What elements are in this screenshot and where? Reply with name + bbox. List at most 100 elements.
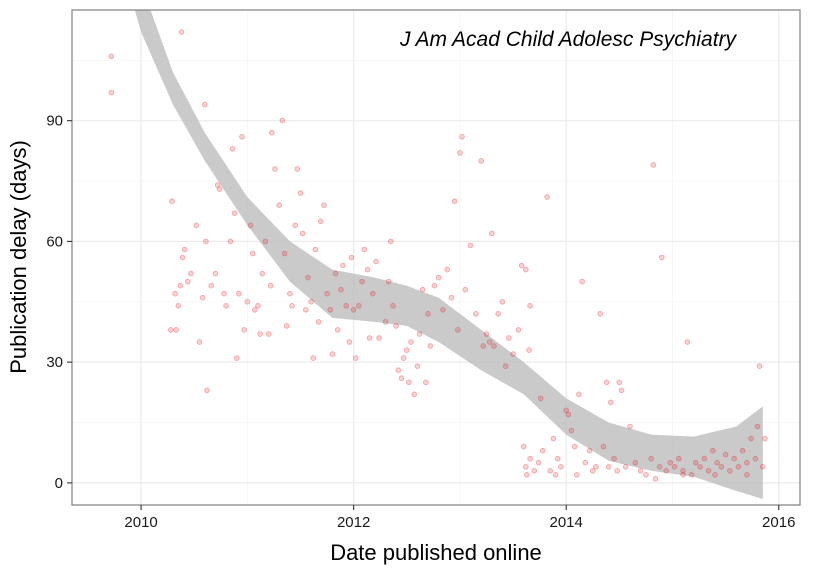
data-point [632,459,639,466]
data-point [579,278,585,285]
data-point [526,347,532,353]
x-axis-title: Date published online [330,540,542,565]
data-point [231,210,238,217]
data-points [108,29,768,482]
data-point [663,467,669,474]
data-point [486,339,493,345]
data-point [522,463,529,470]
data-point [221,290,227,297]
data-point [593,463,599,470]
data-point [321,202,327,209]
data-point [178,29,185,35]
data-point [204,387,210,394]
data-point [247,222,254,229]
data-point [744,471,750,478]
data-point [675,455,682,462]
data-point [411,391,418,398]
data-point [735,463,742,470]
data-point [308,298,314,305]
data-point [297,190,304,196]
data-point [172,290,178,297]
data-point [108,53,115,60]
data-point [565,411,572,418]
data-point [650,162,657,168]
data-point [637,467,644,474]
data-point [539,447,546,454]
data-point [658,254,665,261]
data-point [435,274,442,281]
data-point [697,463,703,470]
panel-border [71,9,801,506]
data-point [208,282,215,289]
data-point [563,407,569,414]
data-point [478,158,485,164]
data-point [547,467,553,474]
data-point [364,266,371,273]
data-point [444,266,451,273]
data-point [356,302,362,309]
data-point [518,262,525,269]
data-point [505,335,512,341]
data-point [454,327,461,333]
data-point [576,391,582,398]
data-point [684,339,691,345]
data-point [499,298,506,305]
data-point [586,447,593,454]
data-point [289,302,295,309]
data-point [431,282,438,289]
y-tick-label: 60 [46,233,63,250]
data-point [425,310,431,317]
data-point [338,286,344,293]
data-point [239,134,245,140]
data-point [376,335,382,341]
data-point [727,467,733,474]
data-point [408,339,414,345]
x-tick-label: 2016 [762,514,795,531]
data-point [722,451,729,458]
data-point [739,447,746,454]
data-point [108,89,115,96]
data-point [748,435,754,442]
data-point [324,290,330,297]
data-point [343,302,350,309]
data-point [403,347,410,353]
data-point [648,455,654,462]
data-point [622,463,629,470]
data-point [756,363,763,370]
data-point [589,467,596,474]
data-point [618,387,625,394]
data-point [292,222,299,229]
data-point [267,282,274,289]
data-point [373,258,379,265]
data-point [188,270,194,277]
data-point [268,129,275,136]
confidence-band [134,10,763,499]
data-point [255,302,261,309]
x-tick-label: 2014 [550,514,583,531]
data-point [643,471,649,478]
data-point [710,447,716,454]
data-point [568,427,575,434]
data-point [233,355,240,361]
data-point [467,242,474,249]
data-point [600,443,607,450]
data-point [558,463,564,470]
data-point [440,306,446,313]
data-point [361,246,368,253]
data-point [310,355,317,361]
data-point [611,455,617,462]
data-point [348,254,355,261]
y-axis-title: Publication delay (days) [6,140,31,374]
data-point [294,166,301,172]
data-point [671,463,678,470]
data-point [414,363,421,370]
data-point [510,351,516,357]
data-point [169,198,175,205]
data-point [582,459,589,466]
data-point [712,471,718,478]
data-point [302,306,309,313]
data-point [196,339,203,345]
data-point [173,327,180,333]
data-point [522,266,529,273]
data-point [181,246,188,253]
